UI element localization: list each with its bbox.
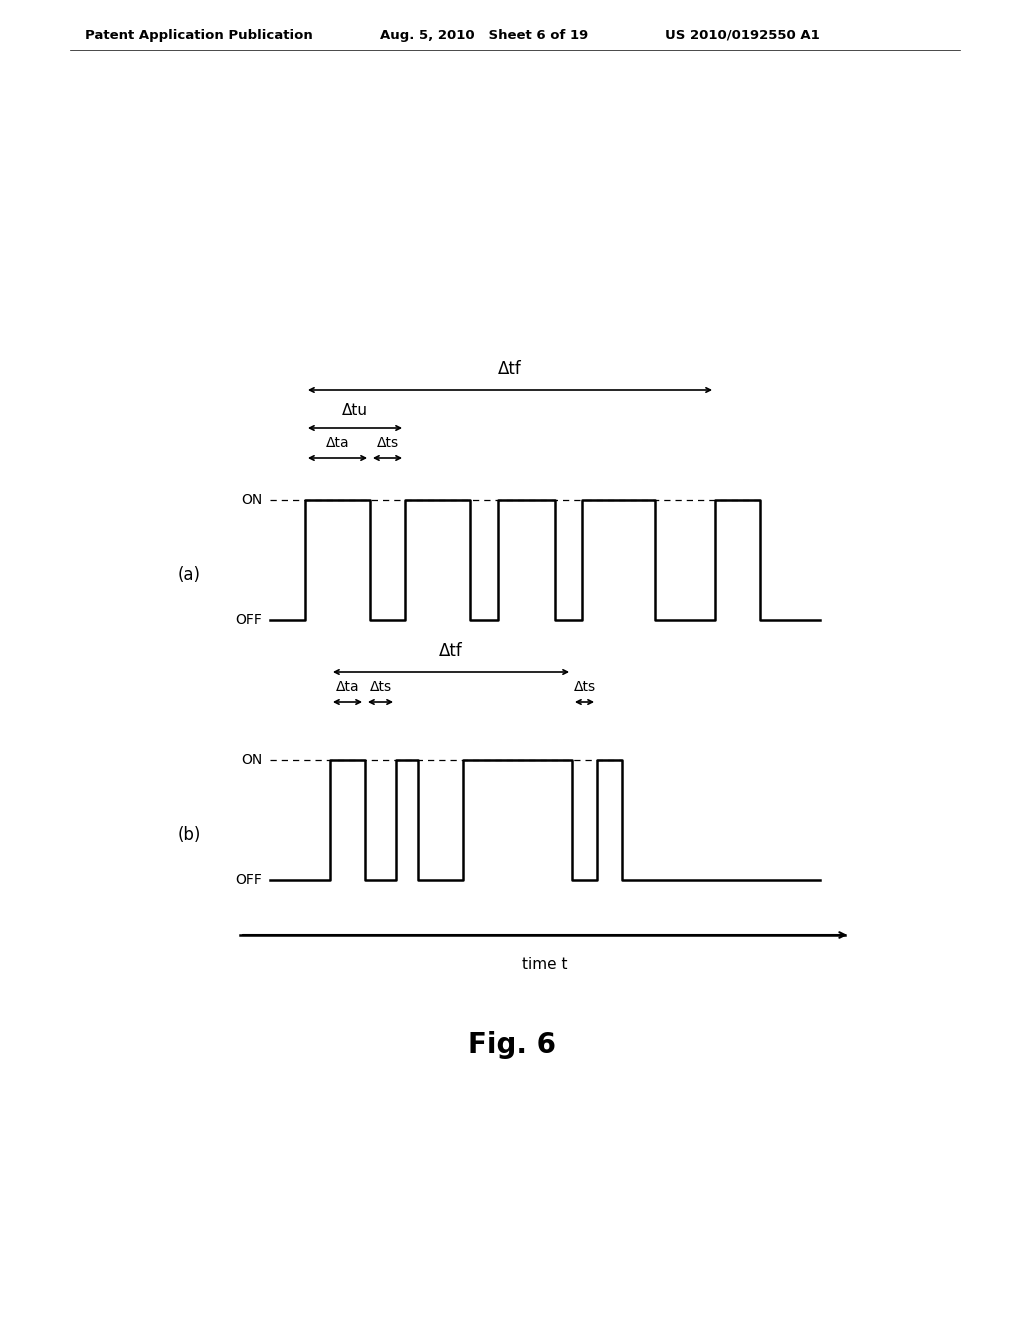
Text: US 2010/0192550 A1: US 2010/0192550 A1 — [665, 29, 820, 41]
Text: OFF: OFF — [236, 612, 262, 627]
Text: Fig. 6: Fig. 6 — [468, 1031, 556, 1059]
Text: ON: ON — [241, 752, 262, 767]
Text: Δts: Δts — [573, 680, 596, 694]
Text: Δta: Δta — [326, 436, 349, 450]
Text: (b): (b) — [178, 826, 202, 843]
Text: time t: time t — [522, 957, 567, 972]
Text: Δta: Δta — [336, 680, 359, 694]
Text: OFF: OFF — [236, 873, 262, 887]
Text: Δtu: Δtu — [342, 403, 368, 418]
Text: Aug. 5, 2010   Sheet 6 of 19: Aug. 5, 2010 Sheet 6 of 19 — [380, 29, 588, 41]
Text: Δtf: Δtf — [439, 642, 463, 660]
Text: Δts: Δts — [370, 680, 391, 694]
Text: Patent Application Publication: Patent Application Publication — [85, 29, 312, 41]
Text: (a): (a) — [178, 566, 201, 583]
Text: ON: ON — [241, 492, 262, 507]
Text: Δtf: Δtf — [498, 360, 522, 378]
Text: Δts: Δts — [377, 436, 398, 450]
